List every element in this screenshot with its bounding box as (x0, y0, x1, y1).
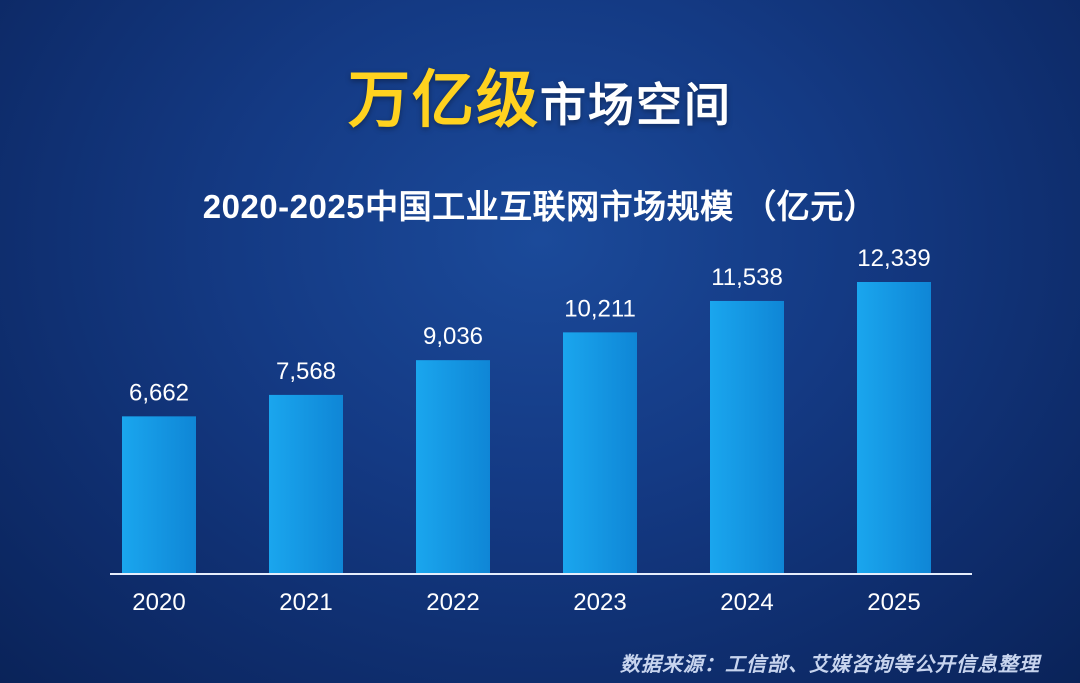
x-tick-label: 2024 (720, 589, 773, 616)
bar-value-label: 12,339 (857, 245, 930, 272)
bar-value-label: 7,568 (276, 358, 336, 385)
bar-2022 (416, 360, 490, 574)
bar-2025 (857, 282, 931, 574)
source-note: 数据来源：工信部、艾媒咨询等公开信息整理 (620, 654, 1040, 676)
headline: 万亿级市场空间 (0, 70, 1080, 132)
x-tick-label: 2023 (573, 589, 626, 616)
bar-2024 (710, 300, 784, 574)
x-tick-label: 2021 (279, 589, 332, 616)
x-tick-label: 2020 (132, 589, 185, 616)
bar-2020 (122, 416, 196, 574)
bar-2023 (563, 332, 637, 574)
chart-title: 2020-2025中国工业互联网市场规模 （亿元） (202, 188, 878, 225)
x-tick-label: 2022 (426, 589, 479, 616)
x-tick-label: 2025 (867, 589, 920, 616)
headline-rest: 市场空间 (540, 79, 732, 131)
bar-value-label: 6,662 (129, 379, 189, 406)
bar-value-label: 9,036 (423, 323, 483, 350)
bar-value-label: 11,538 (711, 264, 783, 291)
bar-2021 (269, 394, 343, 574)
headline-highlight: 万亿级 (347, 66, 540, 135)
bar-value-label: 10,211 (564, 295, 636, 322)
